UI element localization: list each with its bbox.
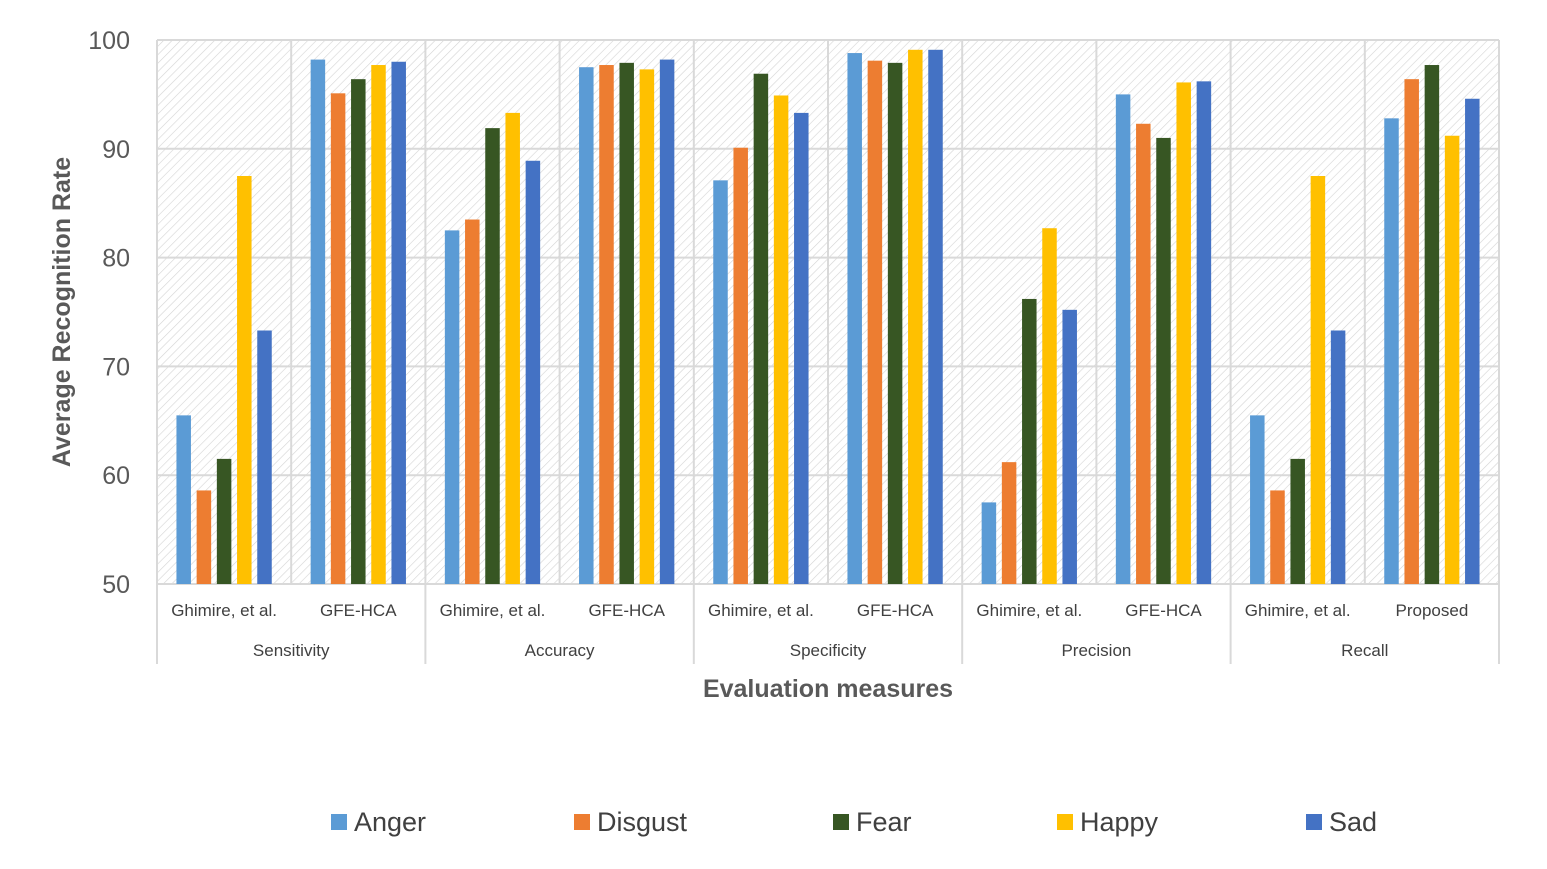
x-group-label: Sensitivity bbox=[253, 641, 330, 660]
y-tick-label: 70 bbox=[102, 353, 130, 381]
bar-fear-5 bbox=[887, 62, 903, 584]
bar-anger-5 bbox=[847, 53, 862, 584]
bar-sad-3 bbox=[659, 59, 675, 585]
bar-fear-0 bbox=[216, 458, 232, 584]
x-subcategory-label: Proposed bbox=[1396, 601, 1469, 620]
bar-happy-9 bbox=[1444, 135, 1460, 584]
bar-anger-1 bbox=[310, 59, 326, 585]
legend-swatch-disgust bbox=[574, 814, 590, 830]
x-subcategory-label: Ghimire, et al. bbox=[440, 601, 546, 620]
bar-fear-7 bbox=[1156, 137, 1171, 585]
bar-anger-9 bbox=[1384, 118, 1399, 584]
bar-fear-4 bbox=[753, 73, 769, 584]
x-axis: Ghimire, et al. GFE-HCA Ghimire, et al. GFE… bbox=[156, 584, 1500, 664]
bar-fear-6 bbox=[1022, 298, 1037, 584]
bar-disgust-4 bbox=[733, 147, 748, 584]
bar-sad-5 bbox=[928, 49, 943, 585]
x-subcategory-label: GFE-HCA bbox=[588, 601, 665, 620]
bar-disgust-9 bbox=[1404, 79, 1419, 584]
bar-anger-8 bbox=[1250, 415, 1265, 584]
legend-label-happy: Happy bbox=[1080, 807, 1159, 837]
bar-sad-9 bbox=[1465, 98, 1480, 584]
bar-sad-4 bbox=[794, 112, 809, 585]
bar-happy-6 bbox=[1042, 228, 1057, 584]
x-subcategory-label: Ghimire, et al. bbox=[171, 601, 277, 620]
bar-disgust-1 bbox=[330, 93, 346, 584]
x-subcategory-label: GFE-HCA bbox=[857, 601, 934, 620]
y-tick-label: 60 bbox=[102, 462, 130, 490]
bar-fear-3 bbox=[619, 62, 634, 584]
bar-sad-2 bbox=[525, 160, 541, 584]
x-subcategory-label: Ghimire, et al. bbox=[1245, 601, 1351, 620]
y-axis-tick-labels: 50 60 70 80 90 100 bbox=[88, 27, 130, 599]
bar-happy-3 bbox=[639, 69, 655, 585]
x-subcategory-label: Ghimire, et al. bbox=[976, 601, 1082, 620]
bar-disgust-3 bbox=[599, 65, 614, 585]
y-tick-label: 90 bbox=[102, 136, 130, 164]
x-axis-title: Evaluation measures bbox=[703, 675, 953, 703]
x-subcategory-label: GFE-HCA bbox=[320, 601, 397, 620]
bar-happy-7 bbox=[1176, 82, 1191, 584]
y-tick-label: 100 bbox=[88, 27, 130, 55]
legend-swatch-sad bbox=[1306, 814, 1322, 830]
legend: Anger Disgust Fear Happy Sad bbox=[331, 807, 1377, 837]
bar-sad-0 bbox=[257, 330, 272, 584]
legend-swatch-happy bbox=[1057, 814, 1073, 830]
bar-anger-4 bbox=[713, 180, 728, 585]
bar-disgust-7 bbox=[1136, 123, 1151, 584]
bar-happy-8 bbox=[1310, 176, 1326, 584]
bar-sad-7 bbox=[1196, 81, 1212, 585]
bar-happy-0 bbox=[237, 176, 252, 584]
legend-label-sad: Sad bbox=[1329, 807, 1377, 837]
x-group-label: Specificity bbox=[790, 641, 867, 660]
bar-disgust-2 bbox=[465, 219, 480, 584]
bar-fear-2 bbox=[485, 128, 500, 585]
bar-disgust-0 bbox=[196, 490, 212, 584]
legend-label-anger: Anger bbox=[354, 807, 426, 837]
x-group-label: Precision bbox=[1061, 641, 1131, 660]
bar-sad-6 bbox=[1062, 309, 1077, 584]
legend-label-disgust: Disgust bbox=[597, 807, 688, 837]
legend-label-fear: Fear bbox=[856, 807, 912, 837]
bar-disgust-8 bbox=[1270, 490, 1285, 584]
x-subcategory-label: Ghimire, et al. bbox=[708, 601, 814, 620]
bar-fear-9 bbox=[1424, 65, 1440, 585]
bar-disgust-5 bbox=[867, 60, 883, 585]
bar-fear-8 bbox=[1290, 458, 1305, 584]
bar-sad-8 bbox=[1330, 330, 1346, 584]
bar-anger-2 bbox=[444, 230, 460, 584]
bar-happy-5 bbox=[908, 49, 923, 585]
y-axis-title: Average Recognition Rate bbox=[48, 157, 76, 467]
legend-swatch-anger bbox=[331, 814, 347, 830]
y-tick-label: 80 bbox=[102, 245, 130, 273]
bar-anger-3 bbox=[579, 67, 594, 584]
x-subcategory-label: GFE-HCA bbox=[1125, 601, 1202, 620]
bar-fear-1 bbox=[351, 79, 366, 584]
x-group-label: Recall bbox=[1341, 641, 1388, 660]
bar-sad-1 bbox=[391, 61, 406, 584]
legend-swatch-fear bbox=[833, 814, 849, 830]
bar-anger-0 bbox=[176, 415, 191, 584]
bar-disgust-6 bbox=[1001, 462, 1017, 584]
bar-happy-1 bbox=[371, 65, 386, 585]
bar-happy-4 bbox=[773, 95, 789, 584]
x-group-label: Accuracy bbox=[525, 641, 595, 660]
bars bbox=[176, 49, 1480, 585]
bar-happy-2 bbox=[505, 112, 520, 585]
bar-anger-6 bbox=[981, 502, 997, 584]
y-tick-label: 50 bbox=[102, 571, 130, 599]
bar-anger-7 bbox=[1115, 94, 1131, 585]
